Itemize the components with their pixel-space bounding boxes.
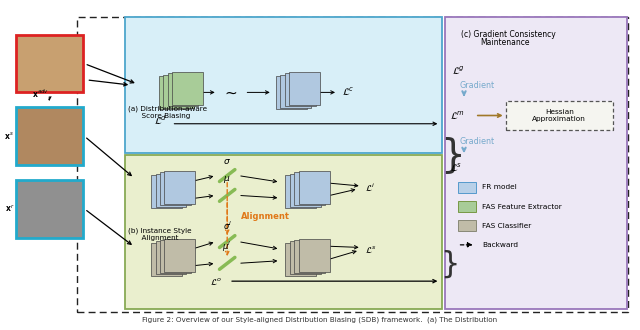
Text: $\sigma$: $\sigma$ [223, 157, 231, 166]
Text: $\mu^l$: $\mu^l$ [223, 240, 232, 254]
Text: $\mathcal{L}^g$: $\mathcal{L}^g$ [452, 65, 465, 77]
Text: $\mathbf{x}^{r}$: $\mathbf{x}^{r}$ [4, 202, 14, 214]
Text: }: } [440, 136, 465, 174]
Bar [285, 73, 316, 106]
Bar [294, 240, 325, 273]
Bar [280, 75, 311, 108]
Text: (b) Instance Style
      Alignment: (b) Instance Style Alignment [128, 228, 191, 241]
Bar [458, 201, 476, 212]
Text: Maintenance: Maintenance [480, 38, 529, 48]
Text: $\mu$: $\mu$ [223, 175, 231, 185]
Bar [159, 76, 189, 109]
Text: $\mathcal{L}^d$: $\mathcal{L}^d$ [154, 113, 167, 127]
Bar [125, 16, 442, 153]
Text: $\mathbf{x}^{adv}$: $\mathbf{x}^{adv}$ [33, 88, 49, 100]
Bar [445, 16, 627, 309]
Bar [16, 35, 83, 92]
Text: $\mathcal{L}^s$: $\mathcal{L}^s$ [365, 244, 376, 255]
Bar [168, 73, 198, 106]
Bar [290, 174, 321, 207]
Bar [160, 240, 191, 273]
Bar [285, 243, 316, 276]
Bar [172, 72, 203, 105]
Text: Figure 2: Overview of our Style-aligned Distribution Biasing (SDB) framework.  (: Figure 2: Overview of our Style-aligned … [143, 317, 497, 323]
Bar [299, 239, 330, 272]
Bar [156, 241, 186, 274]
Bar [16, 180, 83, 238]
Bar [125, 155, 442, 309]
Bar [156, 174, 186, 207]
Text: $\mathcal{L}^s$: $\mathcal{L}^s$ [450, 162, 462, 175]
Text: Alignment: Alignment [241, 212, 290, 221]
Bar [163, 75, 194, 108]
Bar [151, 243, 182, 276]
Text: $\sim$: $\sim$ [222, 84, 239, 99]
Bar [289, 72, 320, 105]
Bar [164, 239, 195, 272]
Text: FAS Classifier: FAS Classifier [482, 223, 531, 229]
Text: $\mathcal{L}^i$: $\mathcal{L}^i$ [365, 181, 375, 194]
Text: $\mathcal{L}^c$: $\mathcal{L}^c$ [342, 85, 355, 98]
Text: $\sigma^l$: $\sigma^l$ [223, 219, 232, 232]
Text: Backward: Backward [482, 242, 518, 248]
Bar [299, 171, 330, 204]
Text: $\mathcal{L}^o$: $\mathcal{L}^o$ [211, 276, 222, 287]
Bar [160, 172, 191, 205]
Bar [294, 172, 325, 205]
Bar [506, 101, 613, 130]
Bar [285, 175, 316, 208]
Text: FAS Feature Extractor: FAS Feature Extractor [482, 204, 562, 210]
Text: FR model: FR model [482, 184, 516, 190]
Text: Gradient: Gradient [460, 81, 495, 90]
Text: $\mathbf{x}^{s}$: $\mathbf{x}^{s}$ [4, 130, 14, 141]
Text: }: } [440, 249, 460, 279]
Text: Gradient: Gradient [460, 137, 495, 147]
Text: $\mathcal{L}^m$: $\mathcal{L}^m$ [450, 109, 465, 122]
Bar [77, 16, 628, 312]
Text: (a) Distribution-aware
      Score Biasing: (a) Distribution-aware Score Biasing [128, 106, 207, 119]
Bar [16, 107, 83, 165]
Text: Hessian
Approximation: Hessian Approximation [532, 109, 586, 122]
Bar [458, 220, 476, 231]
Bar [290, 241, 321, 274]
Bar [276, 76, 307, 109]
Bar [151, 175, 182, 208]
Bar [164, 171, 195, 204]
Text: (c) Gradient Consistency: (c) Gradient Consistency [461, 30, 556, 39]
Bar [458, 182, 476, 193]
